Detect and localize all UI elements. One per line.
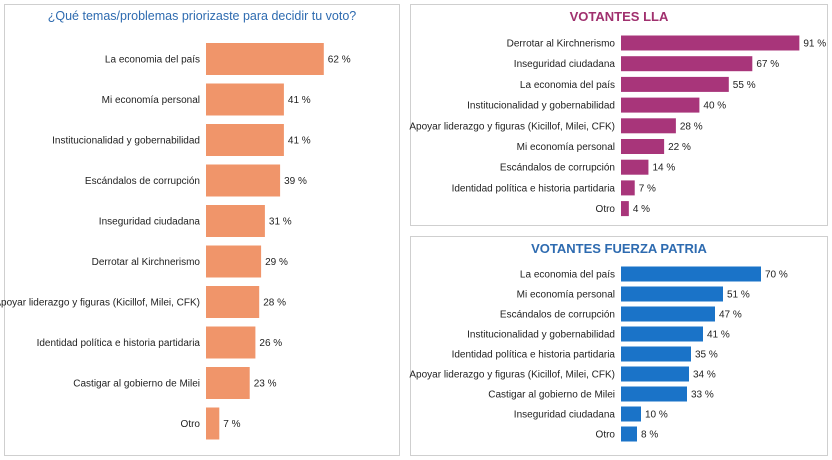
bar bbox=[621, 159, 649, 175]
value-label: 41 % bbox=[288, 136, 311, 147]
category-label: Mi economía personal bbox=[517, 142, 615, 153]
bar bbox=[621, 346, 691, 362]
bar bbox=[206, 245, 262, 278]
value-label: 23 % bbox=[254, 379, 277, 390]
value-label: 8 % bbox=[641, 430, 658, 441]
value-label: 10 % bbox=[645, 410, 668, 421]
category-label: Identidad política e historia partidaria bbox=[452, 183, 616, 194]
value-label: 62 % bbox=[328, 55, 351, 66]
bar bbox=[621, 97, 700, 113]
value-label: 26 % bbox=[259, 338, 282, 349]
bar bbox=[206, 83, 284, 116]
value-label: 35 % bbox=[695, 350, 718, 361]
value-label: 14 % bbox=[652, 163, 675, 174]
category-label: Apoyar liderazgo y figuras (Kicillof, Mi… bbox=[409, 370, 615, 381]
category-label: Derrotar al Kirchnerismo bbox=[507, 39, 616, 50]
value-label: 40 % bbox=[703, 101, 726, 112]
bar bbox=[206, 205, 265, 237]
value-label: 67 % bbox=[756, 59, 779, 70]
category-label: Institucionalidad y gobernabilidad bbox=[467, 101, 615, 112]
bar-chart-fuerza-patria: La economia del país 70 % Mi economía pers… bbox=[409, 266, 788, 442]
value-label: 91 % bbox=[803, 39, 826, 50]
category-label: Otro bbox=[596, 430, 616, 441]
value-label: 7 % bbox=[223, 419, 240, 430]
category-label: Castigar al gobierno de Milei bbox=[488, 390, 615, 401]
category-label: Mi economía personal bbox=[517, 290, 615, 301]
value-label: 70 % bbox=[765, 270, 788, 281]
value-label: 51 % bbox=[727, 290, 750, 301]
bar bbox=[621, 426, 637, 442]
bar bbox=[621, 180, 635, 196]
value-label: 39 % bbox=[284, 176, 307, 187]
value-label: 55 % bbox=[733, 80, 756, 91]
category-label: Escándalos de corrupción bbox=[85, 176, 200, 187]
category-label: Institucionalidad y gobernabilidad bbox=[52, 136, 200, 147]
category-label: Inseguridad ciudadana bbox=[514, 410, 616, 421]
bar bbox=[206, 407, 220, 440]
chart-panel-fuerza-patria: VOTANTES FUERZA PATRIA La economia del p… bbox=[409, 236, 828, 456]
chart-title: VOTANTES LLA bbox=[569, 9, 669, 24]
bar bbox=[206, 326, 256, 359]
bar bbox=[621, 76, 729, 92]
bar bbox=[206, 164, 281, 197]
bar-chart-lla: Derrotar al Kirchnerismo 91 % Inseguridad … bbox=[409, 35, 826, 217]
bar bbox=[621, 118, 676, 134]
value-label: 22 % bbox=[668, 142, 691, 153]
value-label: 41 % bbox=[707, 330, 730, 341]
value-label: 28 % bbox=[680, 121, 703, 132]
bar bbox=[621, 386, 687, 402]
value-label: 4 % bbox=[633, 204, 650, 215]
category-label: La economia del país bbox=[105, 55, 200, 66]
category-label: Otro bbox=[596, 204, 616, 215]
value-label: 33 % bbox=[691, 390, 714, 401]
category-label: Apoyar liderazgo y figuras (Kicillof, Mi… bbox=[0, 298, 200, 309]
bar bbox=[621, 286, 723, 302]
category-label: La economia del país bbox=[520, 80, 615, 91]
category-label: La economia del país bbox=[520, 270, 615, 281]
chart-panel-general: ¿Qué temas/problemas priorizaste para de… bbox=[0, 4, 400, 456]
bar bbox=[621, 56, 753, 72]
category-label: Otro bbox=[181, 419, 201, 430]
bar bbox=[206, 286, 260, 318]
bar bbox=[621, 306, 715, 322]
category-label: Derrotar al Kirchnerismo bbox=[92, 257, 201, 268]
category-label: Identidad política e historia partidaria bbox=[37, 338, 201, 349]
value-label: 28 % bbox=[263, 298, 286, 309]
bar bbox=[621, 201, 629, 217]
category-label: Castigar al gobierno de Milei bbox=[73, 379, 200, 390]
bar bbox=[206, 367, 250, 399]
category-label: Inseguridad ciudadana bbox=[514, 59, 616, 70]
bar bbox=[621, 406, 641, 422]
value-label: 41 % bbox=[288, 95, 311, 106]
value-label: 47 % bbox=[719, 310, 742, 321]
bar bbox=[621, 139, 665, 154]
category-label: Escándalos de corrupción bbox=[500, 310, 615, 321]
category-label: Mi economía personal bbox=[102, 95, 200, 106]
category-label: Inseguridad ciudadana bbox=[99, 217, 201, 228]
chart-panel-lla: VOTANTES LLA Derrotar al Kirchnerismo 91 … bbox=[409, 4, 828, 226]
bar bbox=[621, 35, 800, 51]
value-label: 7 % bbox=[639, 183, 656, 194]
bar bbox=[206, 43, 324, 75]
value-label: 34 % bbox=[693, 370, 716, 381]
chart-title: VOTANTES FUERZA PATRIA bbox=[531, 241, 707, 256]
category-label: Identidad política e historia partidaria bbox=[452, 350, 616, 361]
bar bbox=[621, 326, 703, 342]
bar bbox=[621, 266, 761, 282]
chart-title: ¿Qué temas/problemas priorizaste para de… bbox=[47, 9, 357, 23]
bar-chart-general: La economia del país 62 % Mi economía pers… bbox=[0, 43, 351, 440]
category-label: Institucionalidad y gobernabilidad bbox=[467, 330, 615, 341]
bar bbox=[206, 124, 284, 156]
category-label: Apoyar liderazgo y figuras (Kicillof, Mi… bbox=[409, 121, 615, 132]
category-label: Escándalos de corrupción bbox=[500, 163, 615, 174]
bar bbox=[621, 366, 689, 382]
value-label: 31 % bbox=[269, 217, 292, 228]
value-label: 29 % bbox=[265, 257, 288, 268]
